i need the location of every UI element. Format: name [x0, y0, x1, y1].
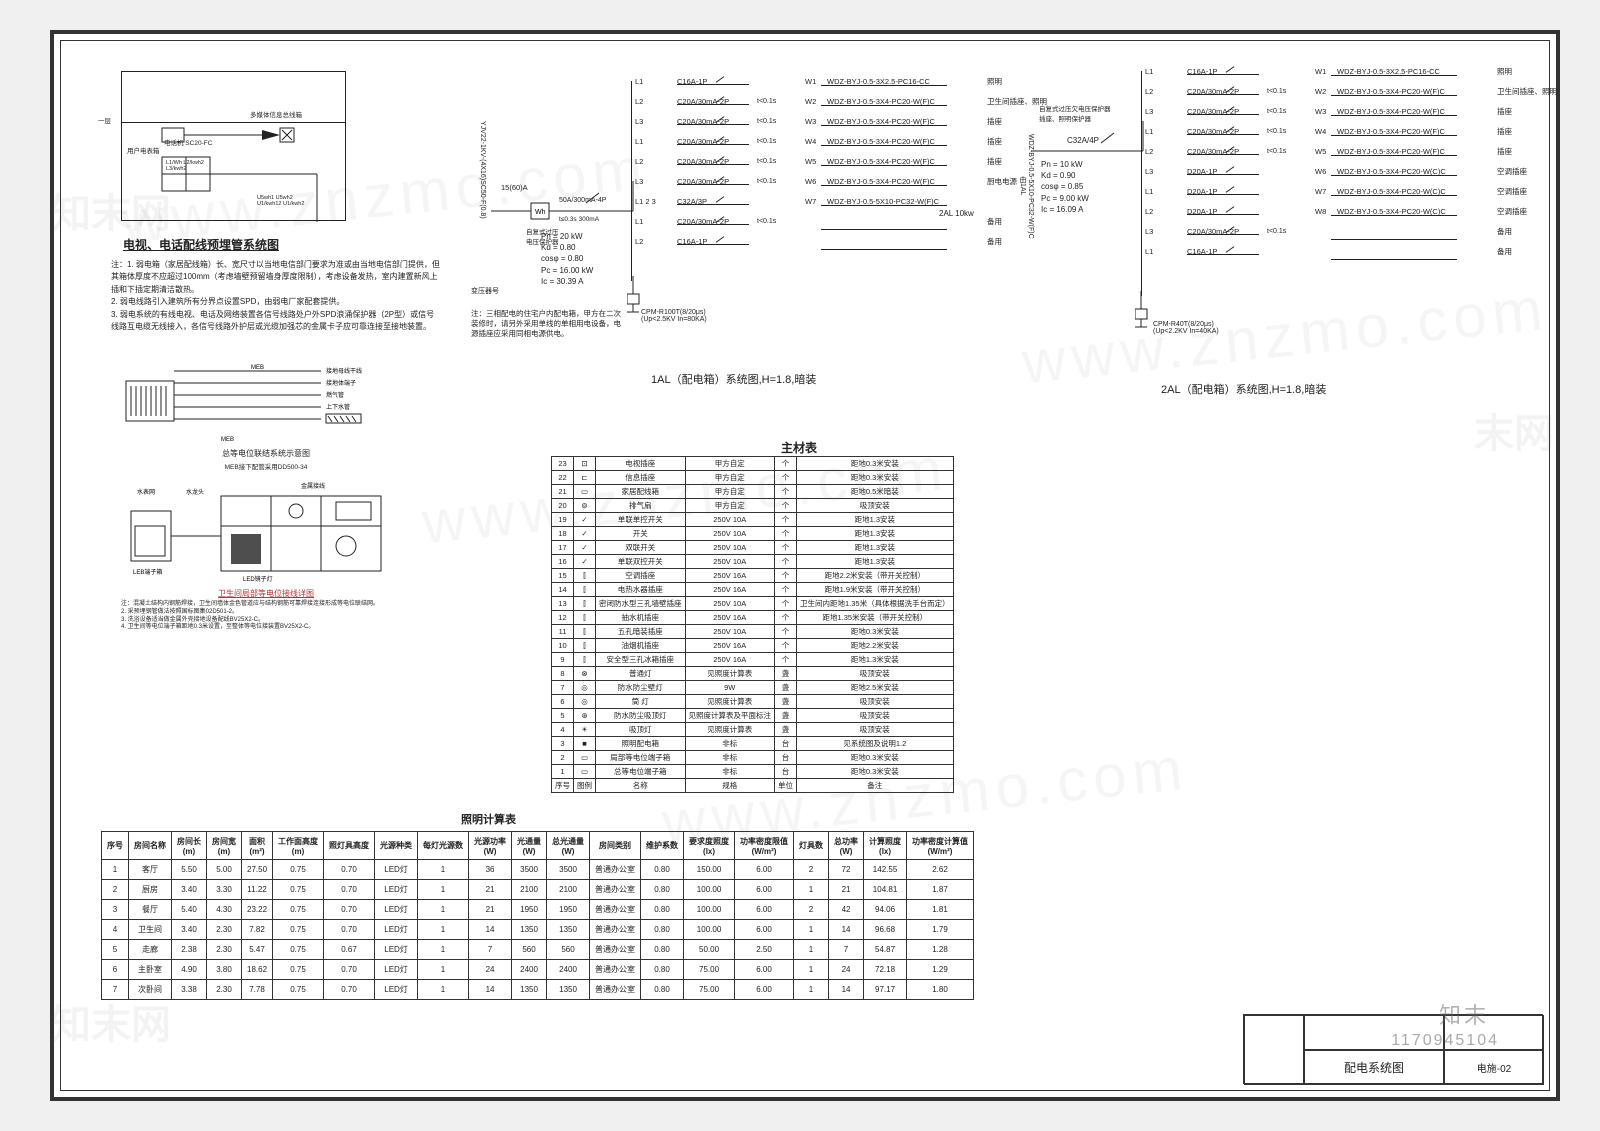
material-table: 23⊡电视插座甲方自定个距地0.3米安装22⊏信息插座甲方自定个距地0.3米安装…	[551, 456, 954, 793]
feeder-top: 15(60)A	[501, 183, 528, 192]
svg-text:上下水管: 上下水管	[326, 403, 350, 411]
eq-potential-diagram: MEB 接地母线干线 接地体端子 燃气管 上下水管 MEB 总等电位联结系统示意…	[121, 361, 411, 471]
circuit-row: L1 2 3C32A/3PW7WDZ-BYJ-0.5-5X10-PC32-W(F…	[635, 191, 1057, 211]
svg-text:LEB端子箱: LEB端子箱	[133, 568, 162, 576]
section-title: 电视、电话配线预埋管系统图	[123, 236, 279, 253]
stamp-logo: 知末	[1439, 998, 1489, 1030]
panel-2al-title: 2AL（配电箱）系统图,H=1.8,暗装	[1161, 381, 1326, 397]
svg-text:MEB: MEB	[221, 437, 234, 443]
circuit-row: L1C16A-1PW1WDZ-BYJ-0.5-3X2.5-PC16-CC照明	[1145, 61, 1567, 81]
notes-block: 注：1. 弱电箱（家居配线箱）长、宽尺寸以当地电信部门要求为准或由当地电信部门提…	[111, 259, 441, 333]
circuit-row: L2C20A/30mA-2Pt<0.1sW5WDZ-BYJ-0.5-3X4-PC…	[635, 151, 1057, 171]
feeder-side: YJV22-1KV-(4X16)SC50-F(0.8)	[479, 65, 486, 275]
circuit-row: L1C20A/30mA-2Pt<0.1sW4WDZ-BYJ-0.5-3X4-PC…	[1145, 121, 1567, 141]
bath-notes: 注：混凝土结构内钢筋焊接，卫生间墙体金色管道应与结构钢筋可靠焊接连接形成等电位联…	[121, 601, 391, 632]
floor-label: 一层	[98, 118, 111, 125]
circuit-row: L2C20A/30mA-2Pt<0.1sW5WDZ-BYJ-0.5-3X4-PC…	[1145, 141, 1567, 161]
circuit-row: L2D20A-1PW8WDZ-BYJ-0.5-3X4-PC20-W(C)C空调插…	[1145, 201, 1567, 221]
mat-title: 主材表	[781, 439, 817, 456]
sep-label-2al: 自复式过压欠电压保护器 插座、照明保护器	[1039, 103, 1134, 123]
circuit-row: L1C20A/30mA-2Pt<0.1s备用	[635, 211, 1057, 231]
circuit-row: L1C16A-1P备用	[1145, 241, 1567, 261]
svg-text:LED镜子灯: LED镜子灯	[243, 575, 273, 583]
svg-text:接地母线干线: 接地母线干线	[326, 367, 362, 375]
panel-1al: YJV22-1KV-(4X16)SC50-F(0.8) 变压器号 Wh 15(6…	[511, 71, 1011, 391]
circuit-row: L2C16A-1P备用	[635, 231, 1057, 251]
drawing-sheet: www.znzmo.com www.znzmo.com www.znzmo.co…	[50, 30, 1560, 1101]
note-3: 3. 弱电系统的有线电视、电话及网络装置各信号线路处户外SPD浪涌保护器（2P型…	[111, 309, 441, 334]
panel-1al-title: 1AL（配电箱）系统图,H=1.8,暗装	[651, 371, 816, 387]
riser-small-a: L1/Wh L2/kwh2 L3/kwh2	[166, 160, 204, 172]
riser-label-a: 多媒体信息总线箱	[250, 112, 302, 119]
lighting-calc-table: 序号房间名称房间长(m)房间宽(m)面积(m²)工作面高度(m)照灯具高度光源种…	[101, 831, 974, 1000]
svg-text:金属接线: 金属接线	[301, 482, 325, 490]
watermark-logo: 末网	[1474, 401, 1554, 459]
panel-2al: WDZ-BYJ-0.5-5X10-PC32-W(F)C 由1AL 自复式过压欠电…	[1061, 61, 1531, 381]
calc-title: 照明计算表	[461, 811, 516, 827]
main-t: t≤0.3s 300mA	[559, 216, 599, 223]
drawing-number: 电施-02	[1444, 1050, 1544, 1085]
sub-2al: 2AL 10kw	[939, 209, 974, 218]
svg-text:MEB: MEB	[251, 365, 264, 371]
note-box-1al: 注：三相配电的住宅户内配电箱，甲方在二次装修时，请另外采用单线的单相用电设备，电…	[471, 309, 621, 338]
stamp-number: 1170945104	[1391, 1032, 1499, 1050]
circuit-row: L1C20A/30mA-2Pt<0.1sW4WDZ-BYJ-0.5-3X4-PC…	[635, 131, 1057, 151]
circuit-row: L1C16A-1PW1WDZ-BYJ-0.5-3X2.5-PC16-CC照明	[635, 71, 1057, 91]
note-1: 注：1. 弱电箱（家居配线箱）长、宽尺寸以当地电信部门要求为准或由当地电信部门提…	[111, 259, 441, 296]
feeder-side-2al: WDZ-BYJ-0.5-5X10-PC32-W(F)C 由1AL	[1017, 81, 1034, 291]
svg-text:水表网: 水表网	[137, 488, 155, 496]
svg-text:燃气管: 燃气管	[326, 391, 344, 399]
bathroom-eq-diagram: 水表网 水龙头 金属接线 LED镜子灯 LEB端子箱 卫生间局部等电位接线详图 …	[121, 476, 411, 632]
bath-caption: 卫生间局部等电位接线详图	[121, 588, 411, 599]
circuit-row: L3C20A/30mA-2Pt<0.1s备用	[1145, 221, 1567, 241]
inner-frame: www.znzmo.com www.znzmo.com www.znzmo.co…	[60, 40, 1550, 1091]
svg-text:接地体端子: 接地体端子	[326, 379, 356, 387]
main-breaker: 50A/300mA-4P	[559, 197, 606, 204]
svg-text:Wh: Wh	[535, 209, 546, 216]
params-2al: Pn = 10 kW Kd = 0.90 cosφ = 0.85 Pc = 9.…	[1041, 159, 1089, 215]
params-1al: Pn = 20 kW Kd = 0.80 cosφ = 0.80 Pc = 16…	[541, 231, 593, 287]
weak-current-riser-box: 一层 多媒体信息总线箱 电话机 SC20-FC 用户电表箱 L1/Wh L2/k…	[121, 71, 346, 221]
feeder-note: 变压器号	[471, 286, 499, 296]
riser-label-b: 电话机 SC20-FC	[164, 140, 212, 147]
watermark-logo: 知末网	[51, 992, 171, 1050]
circuit-row: L3C20A/30mA-2Pt<0.1sW3WDZ-BYJ-0.5-3X4-PC…	[1145, 101, 1567, 121]
circuit-row: L3D20A-1PW6WDZ-BYJ-0.5-3X4-PC20-W(C)C空调插…	[1145, 161, 1567, 181]
drawing-name: 配电系统图	[1304, 1050, 1444, 1085]
svg-text:水龙头: 水龙头	[186, 488, 204, 496]
circuit-row: L3C20A/30mA-2Pt<0.1sW3WDZ-BYJ-0.5-3X4-PC…	[635, 111, 1057, 131]
eq-caption: 总等电位联结系统示意图	[121, 448, 411, 459]
circuit-row: L1D20A-1PW7WDZ-BYJ-0.5-3X4-PC20-W(C)C空调插…	[1145, 181, 1567, 201]
circuit-row: L3C20A/30mA-2Pt<0.1sW6WDZ-BYJ-0.5-3X4-PC…	[635, 171, 1057, 191]
note-2: 2. 弱电线路引入建筑所有分界点设置SPD，由弱电厂家配套提供。	[111, 296, 441, 308]
circuit-row: L2C20A/30mA-2Pt<0.1sW2WDZ-BYJ-0.5-3X4-PC…	[635, 91, 1057, 111]
eq-sub: MEB接下配管采用DD500-34	[121, 461, 411, 471]
circuit-row: L2C20A/30mA-2Pt<0.1sW2WDZ-BYJ-0.5-3X4-PC…	[1145, 81, 1567, 101]
meter-caption: 用户电表箱	[127, 148, 163, 155]
riser-small-b: U5wh1 U5wh2 U1/kwh12 U1/kwh2	[257, 195, 304, 207]
